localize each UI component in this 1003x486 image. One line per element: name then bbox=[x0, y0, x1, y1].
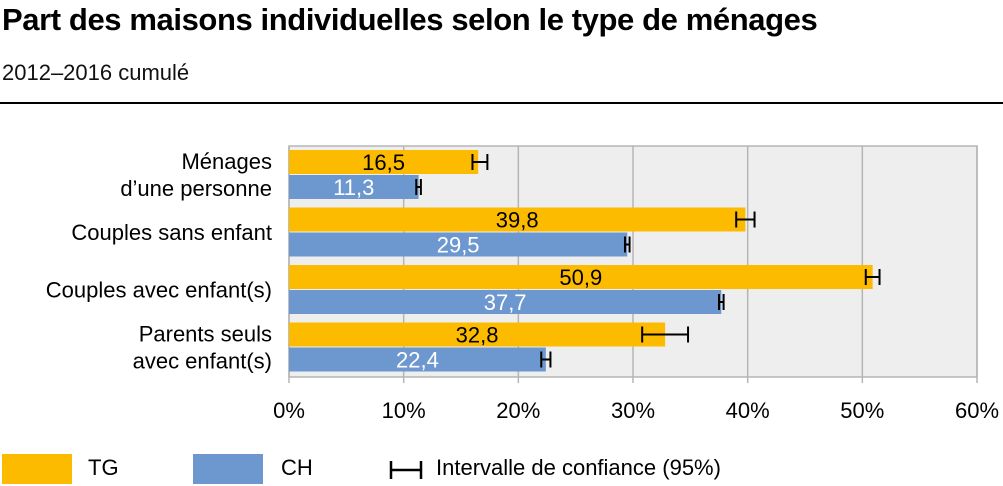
x-tick-label: 40% bbox=[726, 398, 770, 423]
x-tick-label: 50% bbox=[840, 398, 884, 423]
legend-swatch-ch bbox=[193, 454, 263, 484]
data-label-ch: 11,3 bbox=[333, 175, 374, 200]
bar-ch bbox=[289, 175, 419, 199]
legend-label-tg: TG bbox=[88, 455, 119, 480]
data-label-ch: 22,4 bbox=[396, 348, 439, 373]
x-tick-label: 10% bbox=[382, 398, 426, 423]
data-label-ch: 29,5 bbox=[437, 233, 480, 258]
data-label-tg: 32,8 bbox=[456, 323, 499, 348]
category-label: avec enfant(s) bbox=[133, 349, 272, 374]
legend-label-ch: CH bbox=[281, 455, 313, 480]
bar-ch bbox=[289, 232, 628, 257]
bar-tg bbox=[289, 150, 479, 174]
legend-label-ci: Intervalle de confiance (95%) bbox=[436, 455, 721, 480]
bar-ch bbox=[289, 347, 546, 372]
category-label: Couples sans enfant bbox=[71, 220, 272, 245]
bar-ch bbox=[289, 290, 722, 314]
bar-tg bbox=[289, 322, 666, 347]
bar-tg bbox=[289, 207, 746, 232]
legend-swatch-tg bbox=[2, 454, 72, 484]
chart-subtitle: 2012–2016 cumulé bbox=[2, 60, 190, 85]
category-label: Couples avec enfant(s) bbox=[46, 278, 272, 303]
chart-title: Part des maisons individuelles selon le … bbox=[2, 2, 818, 37]
plot-border bbox=[288, 145, 978, 378]
data-label-tg: 39,8 bbox=[496, 208, 539, 233]
bar-tg bbox=[289, 265, 873, 289]
category-label: d’une personne bbox=[120, 176, 272, 201]
error-bar-icon bbox=[389, 461, 423, 479]
x-tick-label: 60% bbox=[955, 398, 999, 423]
category-label: Parents seuls bbox=[139, 322, 272, 347]
data-label-ch: 37,7 bbox=[484, 290, 527, 315]
x-tick-label: 0% bbox=[273, 398, 305, 423]
x-tick-label: 20% bbox=[496, 398, 540, 423]
data-label-tg: 50,9 bbox=[559, 265, 602, 290]
category-label: Ménages bbox=[181, 149, 272, 174]
x-tick-label: 30% bbox=[611, 398, 655, 423]
data-label-tg: 16,5 bbox=[362, 150, 405, 175]
title-divider bbox=[0, 102, 1003, 104]
